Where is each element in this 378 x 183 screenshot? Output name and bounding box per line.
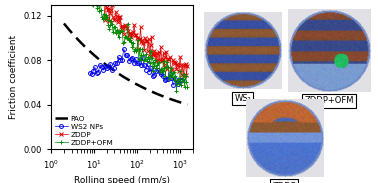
WS2 NPs (173, 78, 177, 80)
PAO (101, 62, 106, 64)
X-axis label: Rolling speed (mm/s): Rolling speed (mm/s) (74, 176, 170, 183)
ZDDP+OFM (135, 48, 139, 50)
ZDDP (184, 74, 189, 76)
ZDDP+OFM (132, 50, 136, 52)
PAO (139, 86, 144, 88)
Text: WS₂: WS₂ (234, 94, 251, 103)
ZDDP+OFM (174, 90, 179, 92)
Line: ZDDP: ZDDP (85, 0, 189, 77)
Text: ZDDP: ZDDP (273, 182, 296, 183)
ZDDP+OFM (156, 61, 161, 63)
WS2 NPs (178, 79, 182, 81)
PAO (62, 22, 66, 25)
WS2 NPs (171, 84, 175, 86)
Line: WS2 NPs: WS2 NPs (88, 47, 184, 87)
PAO (97, 59, 102, 61)
ZDDP+OFM (115, 30, 120, 32)
ZDDP (115, 15, 119, 18)
ZDDP (156, 59, 160, 61)
Line: PAO: PAO (64, 23, 187, 104)
WS2 NPs (98, 64, 102, 66)
ZDDP+OFM (184, 81, 189, 83)
PAO (104, 64, 108, 66)
WS2 NPs (110, 69, 114, 71)
PAO (83, 46, 87, 48)
Text: ZDDP+OFM: ZDDP+OFM (305, 96, 354, 105)
WS2 NPs (123, 54, 128, 56)
WS2 NPs (122, 48, 126, 50)
Y-axis label: Friction coefficient: Friction coefficient (9, 35, 18, 119)
PAO (93, 55, 98, 57)
WS2 NPs (105, 67, 109, 69)
PAO (185, 103, 190, 106)
ZDDP+OFM (185, 85, 190, 88)
ZDDP (183, 64, 187, 66)
ZDDP (179, 64, 183, 66)
Legend: PAO, WS2 NPs, ZDDP, ZDDP+OFM: PAO, WS2 NPs, ZDDP, ZDDP+OFM (55, 116, 113, 145)
ZDDP (185, 65, 190, 67)
WS2 NPs (88, 72, 92, 74)
ZDDP (131, 31, 135, 33)
Line: ZDDP+OFM: ZDDP+OFM (85, 0, 189, 93)
WS2 NPs (180, 79, 184, 81)
ZDDP (134, 34, 138, 36)
ZDDP+OFM (181, 78, 185, 80)
